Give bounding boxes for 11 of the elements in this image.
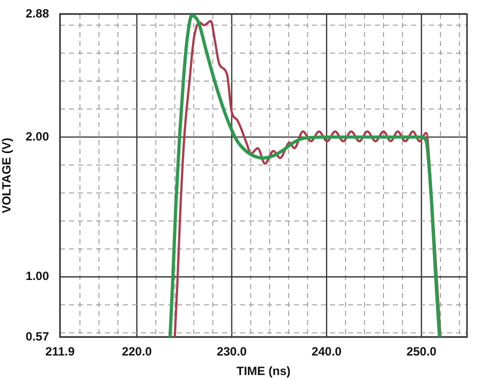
y-tick-label: 1.00 — [26, 269, 50, 284]
x-tick-label: 211.9 — [45, 344, 76, 359]
x-tick-label: 240.0 — [312, 344, 342, 359]
x-axis-title: TIME (ns) — [236, 364, 290, 378]
y-tick-label: 2.88 — [26, 6, 50, 20]
x-tick-label: 220.0 — [122, 344, 152, 359]
x-tick-label: 230.0 — [216, 344, 248, 359]
y-tick-label: 2.00 — [26, 129, 50, 144]
x-tick-label: 250.0 — [406, 344, 437, 359]
y-axis-title: VOLTAGE (V) — [0, 138, 14, 214]
y-tick-label: 0.57 — [26, 329, 50, 344]
